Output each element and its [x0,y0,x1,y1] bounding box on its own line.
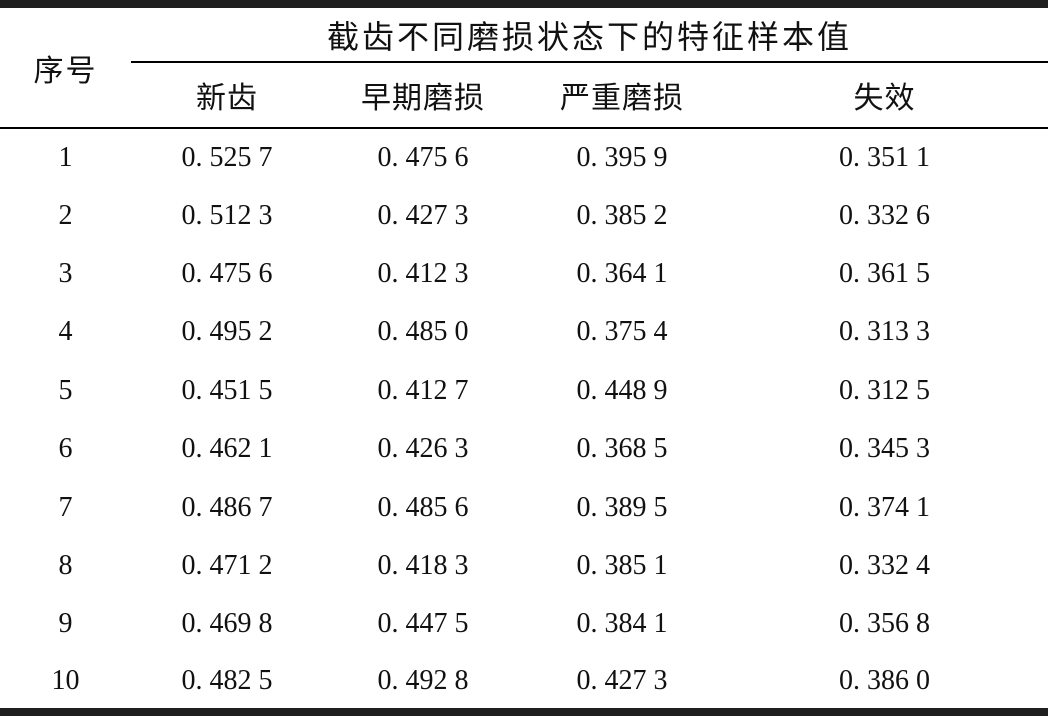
row-index: 1 [58,141,73,173]
column-header-severe-wear: 严重磨损 [523,62,721,129]
row-index: 6 [58,433,73,465]
value-cell: 0. 462 1 [181,433,273,465]
value-cell: 0. 482 5 [181,664,273,696]
value-cell: 0. 495 2 [181,316,273,348]
value-cell: 0. 427 3 [576,664,668,696]
column-header-new-tooth: 新齿 [131,62,323,129]
row-index: 10 [51,664,80,696]
value-cell: 0. 374 1 [839,491,930,523]
sub-header-row: 新齿 早期磨损 严重磨损 失效 [0,62,1048,129]
value-cell: 0. 361 5 [839,257,930,289]
table-row: 10 0. 482 5 0. 492 8 0. 427 3 0. 386 0 [0,654,1048,712]
row-index: 4 [58,316,73,348]
value-cell: 0. 312 5 [839,374,930,406]
row-index: 7 [58,491,73,523]
value-cell: 0. 512 3 [181,199,273,231]
value-cell: 0. 492 8 [377,664,469,696]
table-row: 6 0. 462 1 0. 426 3 0. 368 5 0. 345 3 [0,420,1048,478]
value-cell: 0. 451 5 [181,374,273,406]
table-row: 1 0. 525 7 0. 475 6 0. 395 9 0. 351 1 [0,128,1048,186]
row-index: 3 [58,257,73,289]
value-cell: 0. 475 6 [377,141,469,173]
value-cell: 0. 385 1 [576,549,668,581]
group-header-row: 序号 截齿不同磨损状态下的特征样本值 [0,4,1048,129]
value-cell: 0. 368 5 [576,433,668,465]
value-cell: 0. 332 6 [839,199,930,231]
row-index: 2 [58,199,73,231]
table-row: 5 0. 451 5 0. 412 7 0. 448 9 0. 312 5 [0,362,1048,420]
table-row: 4 0. 495 2 0. 485 0 0. 375 4 0. 313 3 [0,303,1048,361]
value-cell: 0. 426 3 [377,433,469,465]
value-cell: 0. 389 5 [576,491,668,523]
value-cell: 0. 351 1 [839,141,930,173]
table-row: 9 0. 469 8 0. 447 5 0. 384 1 0. 356 8 [0,595,1048,653]
value-cell: 0. 427 3 [377,199,469,231]
value-cell: 0. 395 9 [576,141,668,173]
group-header-title: 截齿不同磨损状态下的特征样本值 [131,4,1048,63]
value-cell: 0. 471 2 [181,549,273,581]
value-cell: 0. 475 6 [181,257,273,289]
value-cell: 0. 364 1 [576,257,668,289]
table-row: 3 0. 475 6 0. 412 3 0. 364 1 0. 361 5 [0,245,1048,303]
value-cell: 0. 313 3 [839,316,930,348]
value-cell: 0. 384 1 [576,608,668,640]
value-cell: 0. 486 7 [181,491,273,523]
value-cell: 0. 386 0 [839,664,930,696]
value-cell: 0. 525 7 [181,141,273,173]
row-index: 8 [58,549,73,581]
row-index: 5 [58,374,73,406]
corner-header-serial: 序号 [0,4,131,129]
column-header-failure: 失效 [721,62,1048,129]
value-cell: 0. 448 9 [576,374,668,406]
value-cell: 0. 469 8 [181,608,273,640]
column-header-early-wear: 早期磨损 [323,62,523,129]
value-cell: 0. 447 5 [377,608,469,640]
value-cell: 0. 332 4 [839,549,930,581]
value-cell: 0. 385 2 [576,199,668,231]
value-cell: 0. 412 7 [377,374,469,406]
value-cell: 0. 485 6 [377,491,469,523]
table-row: 8 0. 471 2 0. 418 3 0. 385 1 0. 332 4 [0,537,1048,595]
value-cell: 0. 418 3 [377,549,469,581]
value-cell: 0. 345 3 [839,433,930,465]
value-cell: 0. 356 8 [839,608,930,640]
row-index: 9 [58,608,73,640]
table-row: 7 0. 486 7 0. 485 6 0. 389 5 0. 374 1 [0,478,1048,536]
value-cell: 0. 375 4 [576,316,668,348]
value-cell: 0. 412 3 [377,257,469,289]
value-cell: 0. 485 0 [377,316,469,348]
table-row: 2 0. 512 3 0. 427 3 0. 385 2 0. 332 6 [0,186,1048,244]
